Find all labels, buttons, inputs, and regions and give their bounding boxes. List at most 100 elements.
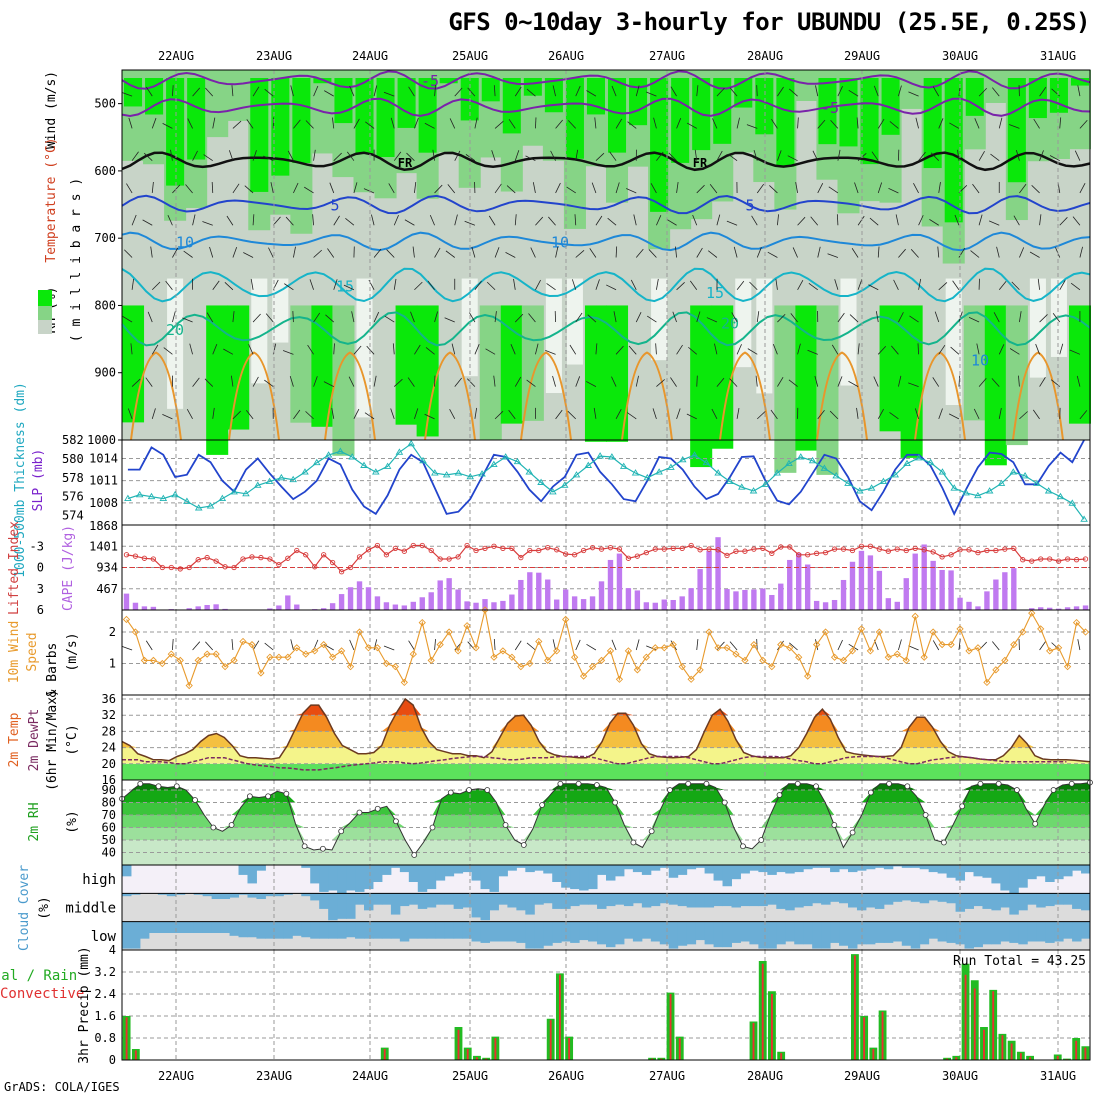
thickness-point-12: [265, 477, 274, 485]
upper-wind-barb-9-11: [348, 376, 355, 387]
upper-wind-barb-8-32: [772, 343, 778, 355]
lifted-point-28: [374, 542, 381, 549]
upper-wind-barb-10-11: [353, 408, 360, 420]
cloud-low-bar-89: [919, 921, 930, 945]
rh-point-84: [886, 780, 892, 787]
thickness-point-66: [903, 459, 911, 467]
lifted-point-16: [267, 556, 273, 562]
cape-bar-65: [706, 550, 712, 610]
upper-wind-barb-0-5: [231, 85, 234, 97]
thickness-point-1: [135, 490, 144, 498]
wind-point-14: [248, 640, 256, 649]
cloud-high-bar-49: [561, 865, 571, 888]
upper-wind-barb-5-17: [471, 246, 476, 258]
wind-point-3: [149, 656, 158, 665]
cloud-low-bar-68: [731, 921, 741, 943]
upper-wind-barb-10-42: [973, 408, 980, 420]
lifted-point-35: [437, 556, 443, 562]
cloud-middle-bar-67: [722, 893, 732, 907]
rh-point-66: [721, 799, 728, 806]
upper-wind-barb-1-36: [856, 117, 859, 129]
upper-wind-barb-9-0: [131, 378, 141, 387]
lifted-point-104: [1055, 558, 1062, 564]
bottom-date-label-31AUG: 31AUG: [1040, 1069, 1076, 1083]
upper-wind-barb-10-39: [914, 408, 919, 419]
cloud-high-bar-28: [372, 865, 383, 882]
wind-point-106: [1072, 618, 1081, 627]
upper-wind-barb-3-29: [709, 184, 718, 194]
upper-wind-barb-0-1: [145, 86, 153, 97]
lifted-point-46: [536, 547, 542, 554]
cloud-middle-bar-35: [435, 893, 446, 905]
cloud-middle-bar-27: [364, 893, 374, 911]
wind-point-72: [768, 663, 776, 671]
cloud-low-bar-72: [767, 921, 777, 949]
cloud-middle-bar-68: [731, 893, 741, 908]
rh-band-dry-43: [1029, 278, 1046, 378]
cloud-middle-bar-77: [812, 893, 822, 904]
cloud-low-bar-0: [122, 921, 132, 949]
upper-wind-barb-3-13: [388, 183, 395, 194]
temp-ytick-36: 36: [102, 692, 116, 706]
rh-band-dark-15: [439, 78, 458, 84]
thickness-point-46: [667, 463, 675, 470]
cloud-high-bar-83: [865, 865, 876, 870]
upper-wind-barb-10-10: [331, 407, 335, 419]
wind-label-b: Speed: [25, 632, 40, 671]
wind-point-30: [391, 663, 400, 671]
upper-wind-barb-6-15: [427, 280, 435, 291]
cloud-middle-bar-84: [874, 893, 885, 909]
cloud-middle-bar-60: [659, 893, 670, 904]
rh-band-mid-15: [437, 70, 460, 153]
rh-point-58: [648, 828, 655, 835]
upper-wind-barb-6-4: [212, 280, 220, 291]
upper-wind-barb-6-8: [284, 283, 294, 291]
lifted-point-45: [527, 547, 533, 554]
rh-point-78: [831, 822, 838, 828]
cape-bar-11: [222, 608, 228, 610]
rh-band-dark-20: [544, 78, 563, 113]
rh-band-dark-39: [944, 78, 963, 223]
upper-wind-barb-10-5: [232, 410, 241, 420]
thickness-point-13: [277, 473, 286, 481]
precip-conv-bar-0: [125, 1017, 128, 1060]
wind-ytick-1: 1: [109, 657, 116, 671]
thickness-point-80: [1068, 499, 1077, 506]
precip-conv-bar-80: [863, 1017, 866, 1060]
dewpoint-line: [122, 755, 1067, 771]
cloud-high-bar-72: [767, 865, 777, 875]
thickness-point-20: [360, 461, 368, 468]
cloud-middle-bar-15: [256, 893, 266, 899]
top-date-label-29AUG: 29AUG: [844, 49, 880, 63]
upper-wind-barb-9-5: [230, 375, 234, 387]
wind-point-51: [579, 672, 588, 680]
cloud-high-bar-53: [597, 865, 607, 875]
upper-wind-barb-6-21: [546, 283, 556, 291]
cloud-high-bar-60: [659, 865, 670, 868]
lifted-point-30: [392, 545, 399, 552]
rh-point-12: [228, 822, 235, 828]
precip-conv-bar-60: [678, 1038, 681, 1060]
cloud-high-bar-55: [614, 865, 625, 877]
upper-wind-barb-7-6: [252, 313, 261, 323]
upper-wind-barb-1-13: [390, 117, 395, 129]
cape-bar-31: [401, 605, 408, 610]
cape-bar-93: [957, 597, 963, 610]
upper-wind-barb-1-2: [162, 123, 173, 129]
cloud-high-bar-105: [1063, 865, 1073, 877]
cloud-middle-bar-41: [489, 893, 499, 911]
upper-wind-barb-4-4: [202, 221, 213, 226]
wind-point-13: [239, 637, 247, 646]
lifted-point-39: [473, 547, 479, 554]
cloud-high-bar-100: [1018, 865, 1028, 888]
wind-panel-frame: [121, 609, 1091, 696]
upper-wind-barb-0-45: [1039, 86, 1047, 97]
upper-wind-barb-8-38: [891, 345, 899, 355]
cloud-middle-bar-99: [1009, 893, 1019, 915]
cloud-middle-bar-33: [417, 893, 428, 909]
cloud-high-bar-90: [928, 865, 939, 873]
cloud-low-bar-76: [803, 921, 813, 945]
upper-wind-barb-2-19: [514, 150, 520, 161]
warm-contour-7: [816, 351, 868, 441]
upper-wind-barb-9-26: [656, 379, 665, 387]
